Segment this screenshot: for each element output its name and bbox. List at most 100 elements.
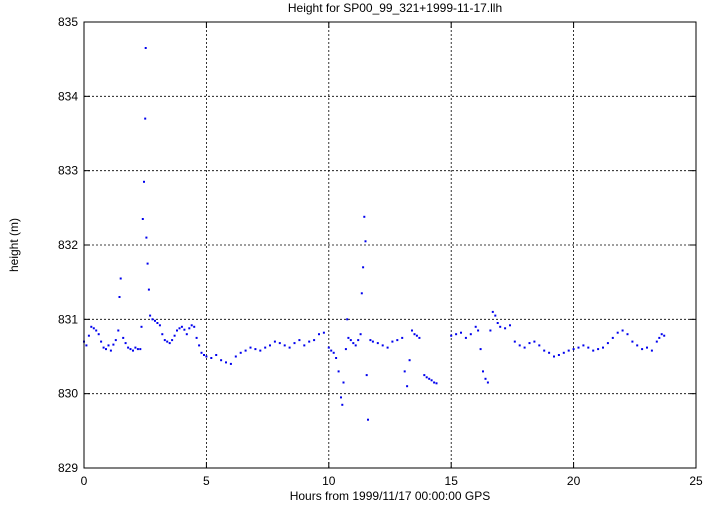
- data-point: [499, 325, 502, 328]
- data-point: [198, 344, 201, 347]
- data-point: [597, 348, 600, 351]
- data-point: [611, 336, 614, 339]
- data-point: [203, 354, 205, 356]
- x-tick-label: 10: [322, 474, 336, 488]
- data-point: [415, 334, 418, 337]
- data-point: [650, 349, 653, 352]
- data-point: [95, 329, 98, 332]
- data-point: [330, 349, 333, 352]
- data-point: [408, 359, 411, 362]
- data-point: [352, 342, 355, 345]
- data-point: [641, 348, 644, 351]
- data-point: [127, 346, 130, 349]
- data-point: [176, 329, 178, 332]
- data-point: [341, 403, 344, 406]
- y-tick-label: 832: [58, 238, 78, 252]
- data-point: [143, 180, 145, 183]
- data-point: [418, 336, 421, 339]
- data-point: [346, 318, 349, 321]
- data-point: [144, 47, 147, 49]
- data-point: [234, 355, 237, 358]
- data-point: [663, 334, 666, 337]
- data-point: [193, 325, 196, 328]
- data-point: [171, 339, 174, 342]
- data-point: [592, 349, 595, 352]
- data-point: [318, 333, 320, 336]
- data-point: [376, 342, 379, 345]
- data-point: [122, 336, 125, 339]
- data-point: [386, 346, 389, 349]
- data-point: [528, 342, 531, 345]
- x-tick-label: 15: [445, 474, 459, 488]
- data-point: [249, 346, 252, 349]
- data-point: [205, 355, 208, 358]
- data-point: [273, 340, 276, 343]
- data-point: [428, 377, 431, 380]
- data-point: [484, 377, 487, 380]
- data-point: [117, 329, 120, 332]
- data-point: [293, 342, 296, 345]
- data-point: [464, 336, 467, 339]
- data-point: [587, 346, 590, 349]
- data-point: [269, 344, 271, 347]
- data-point: [567, 349, 570, 352]
- data-point: [626, 333, 629, 336]
- data-point: [85, 344, 88, 347]
- data-point: [288, 346, 291, 349]
- data-point: [496, 322, 499, 324]
- data-point: [364, 240, 367, 243]
- data-point: [136, 348, 139, 351]
- data-point: [195, 336, 198, 339]
- data-point: [335, 357, 338, 359]
- axis-ticks: 0 5 10 15 20 25 829 830 831 832 833 834 835: [58, 15, 703, 488]
- data-point: [477, 329, 480, 332]
- data-point: [572, 348, 575, 351]
- data-point: [215, 354, 218, 356]
- data-point: [357, 339, 360, 342]
- y-tick-label: 835: [58, 15, 78, 29]
- data-point: [557, 354, 560, 356]
- data-point: [489, 329, 492, 332]
- chart-title: Height for SP00_99_321+1999-11-17.llh: [288, 1, 502, 15]
- data-point: [303, 344, 306, 347]
- data-point: [359, 333, 362, 336]
- data-point: [90, 325, 93, 328]
- data-point: [254, 348, 257, 351]
- data-point: [163, 339, 166, 342]
- data-point: [134, 346, 137, 349]
- data-point: [225, 361, 227, 364]
- data-point: [109, 349, 112, 352]
- data-point: [327, 346, 330, 349]
- data-point: [367, 418, 369, 421]
- data-point: [616, 331, 619, 334]
- data-point: [430, 379, 433, 382]
- data-point: [139, 348, 142, 351]
- data-point: [102, 346, 105, 349]
- data-point: [146, 262, 149, 265]
- data-point: [548, 351, 551, 354]
- data-point: [118, 296, 121, 298]
- data-point: [365, 374, 368, 377]
- x-tick-label: 20: [567, 474, 581, 488]
- data-point: [582, 344, 585, 347]
- x-tick-label: 25: [689, 474, 703, 488]
- data-point: [229, 362, 232, 365]
- data-point: [602, 346, 604, 349]
- data-point: [646, 346, 648, 349]
- data-point: [518, 344, 521, 347]
- y-tick-label: 833: [58, 164, 78, 178]
- data-point: [660, 333, 663, 336]
- data-point: [435, 382, 438, 385]
- data-point: [450, 334, 453, 337]
- data-point: [533, 340, 536, 343]
- data-point: [313, 339, 316, 342]
- data-point: [97, 333, 100, 336]
- data-point: [381, 344, 384, 347]
- y-tick-label: 829: [58, 461, 78, 475]
- data-point: [180, 325, 183, 328]
- data-point: [144, 117, 147, 120]
- data-point: [156, 322, 159, 324]
- data-point: [178, 327, 181, 330]
- data-point: [210, 357, 213, 359]
- data-point: [362, 266, 365, 269]
